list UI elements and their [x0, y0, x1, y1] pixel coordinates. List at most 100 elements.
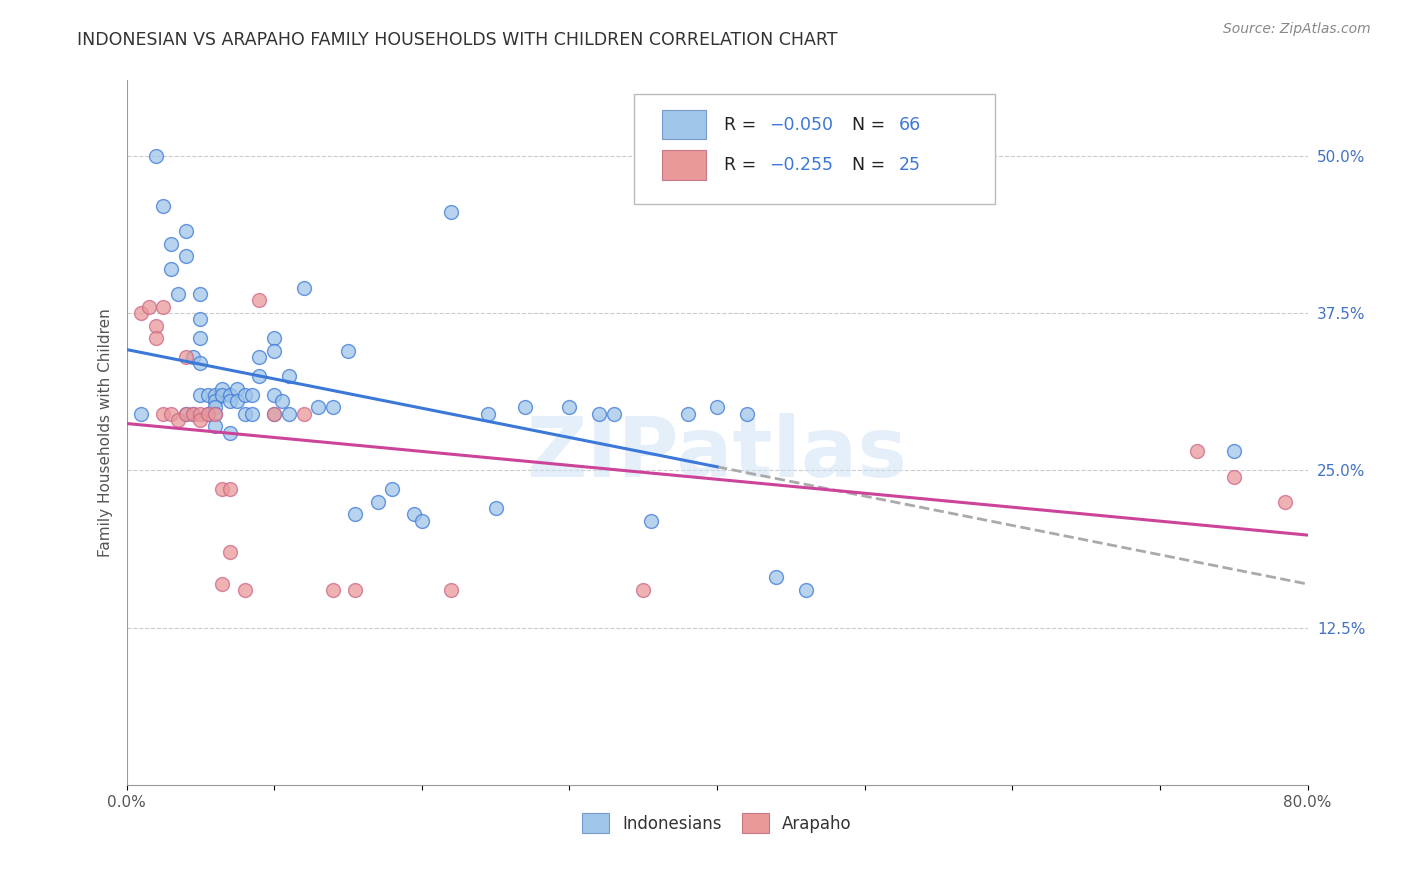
Point [145, 331, 167, 345]
Point [484, 501, 508, 516]
Point [188, 388, 212, 402]
Point [1223, 469, 1246, 483]
Point [188, 331, 212, 345]
Point [249, 369, 271, 384]
Point [322, 401, 344, 415]
Text: INDONESIAN VS ARAPAHO FAMILY HOUSEHOLDS WITH CHILDREN CORRELATION CHART: INDONESIAN VS ARAPAHO FAMILY HOUSEHOLDS … [77, 31, 838, 49]
Point [211, 388, 233, 402]
Point [249, 293, 271, 308]
Point [129, 306, 153, 320]
Point [197, 407, 219, 421]
Point [145, 149, 167, 163]
Point [219, 388, 242, 402]
Point [197, 388, 219, 402]
Point [167, 413, 190, 427]
Text: 66: 66 [898, 116, 921, 134]
Point [263, 407, 285, 421]
Point [440, 205, 463, 219]
Point [367, 495, 389, 509]
Point [174, 407, 197, 421]
Text: N =: N = [852, 116, 890, 134]
Point [204, 401, 226, 415]
FancyBboxPatch shape [634, 95, 994, 203]
Point [278, 369, 301, 384]
Point [515, 401, 537, 415]
Point [1185, 444, 1208, 458]
Point [204, 394, 226, 409]
Point [706, 401, 728, 415]
Point [440, 582, 463, 597]
Point [344, 582, 367, 597]
Point [588, 407, 610, 421]
Point [188, 407, 212, 421]
Point [174, 407, 197, 421]
Text: R =: R = [724, 156, 762, 174]
Point [160, 262, 183, 277]
Point [263, 407, 285, 421]
Point [233, 407, 256, 421]
Text: N =: N = [852, 156, 890, 174]
Point [211, 382, 233, 396]
Point [249, 350, 271, 364]
Point [174, 250, 197, 264]
Point [152, 407, 174, 421]
Point [794, 582, 817, 597]
Bar [662, 150, 706, 179]
Point [204, 419, 226, 434]
Text: −0.050: −0.050 [769, 116, 832, 134]
Point [233, 388, 256, 402]
Point [676, 407, 699, 421]
Point [270, 394, 292, 409]
Point [633, 582, 655, 597]
Point [188, 287, 212, 301]
Point [381, 482, 404, 496]
Point [145, 318, 167, 333]
Point [160, 407, 183, 421]
Point [129, 407, 153, 421]
Point [240, 407, 263, 421]
Point [404, 508, 426, 522]
Point [211, 576, 233, 591]
Point [219, 482, 242, 496]
Point [263, 343, 285, 358]
Point [735, 407, 758, 421]
Point [188, 356, 212, 370]
Legend: Indonesians, Arapaho: Indonesians, Arapaho [576, 806, 858, 840]
Point [204, 407, 226, 421]
Point [278, 407, 301, 421]
Point [233, 582, 256, 597]
Text: ZIPatlas: ZIPatlas [527, 413, 907, 494]
Point [322, 582, 344, 597]
Point [765, 570, 787, 584]
Point [152, 199, 174, 213]
Point [292, 407, 315, 421]
Point [337, 343, 360, 358]
Point [204, 388, 226, 402]
Point [263, 331, 285, 345]
Point [226, 382, 249, 396]
Point [174, 224, 197, 238]
Point [188, 413, 212, 427]
Point [240, 388, 263, 402]
Point [558, 401, 581, 415]
Point [603, 407, 626, 421]
Point [138, 300, 160, 314]
Text: −0.255: −0.255 [769, 156, 832, 174]
Point [477, 407, 499, 421]
Point [152, 300, 174, 314]
Point [292, 281, 315, 295]
Point [188, 312, 212, 326]
Point [226, 394, 249, 409]
Point [211, 482, 233, 496]
Point [308, 401, 330, 415]
Bar [662, 110, 706, 139]
Point [263, 388, 285, 402]
Point [219, 394, 242, 409]
Point [197, 407, 219, 421]
Point [1223, 444, 1246, 458]
Point [640, 514, 662, 528]
Point [181, 407, 204, 421]
Text: R =: R = [724, 116, 762, 134]
Point [160, 236, 183, 251]
Point [1274, 495, 1296, 509]
